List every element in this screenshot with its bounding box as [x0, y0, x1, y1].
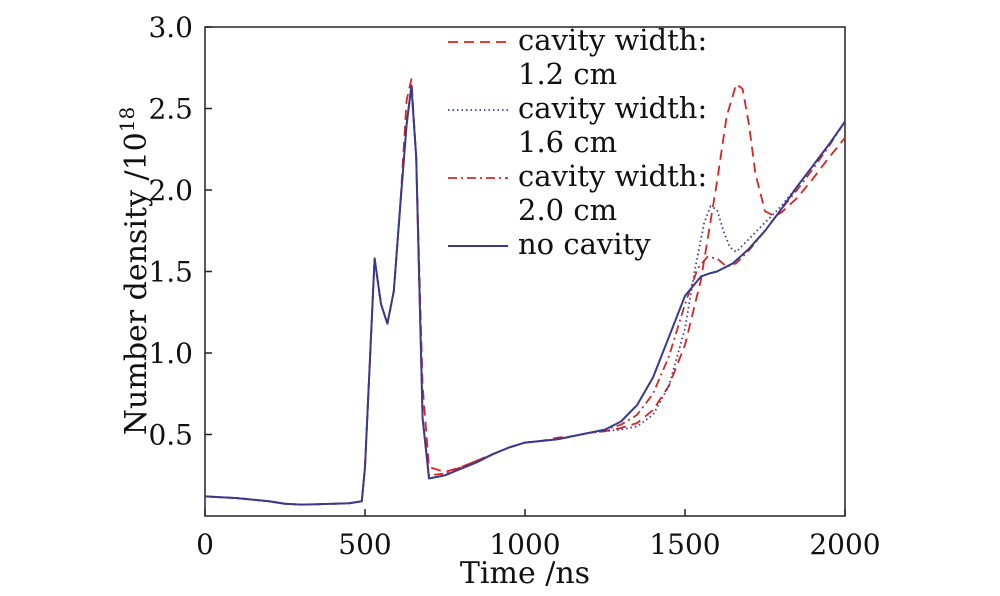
- y-axis-ticks: 0.5 1.0 1.5 2.0 2.5 3.0: [148, 11, 212, 452]
- legend-label: cavity width:: [518, 159, 707, 193]
- y-axis-label-exponent: 18: [115, 107, 139, 132]
- y-tick-label: 3.0: [148, 11, 193, 44]
- y-tick-label: 1.0: [148, 337, 193, 370]
- legend-label: 2.0 cm: [518, 193, 617, 227]
- legend-label: 1.6 cm: [518, 125, 617, 159]
- y-tick-label: 0.5: [148, 419, 193, 452]
- x-tick-label: 2000: [809, 528, 880, 561]
- x-tick-label: 1500: [649, 528, 720, 561]
- x-tick-label: 500: [338, 528, 391, 561]
- x-axis-ticks: 0 500 1000 1500 2000: [196, 509, 881, 561]
- y-tick-label: 2.0: [148, 174, 193, 207]
- x-tick-label: 0: [196, 528, 214, 561]
- legend-label: cavity width:: [518, 23, 707, 57]
- svg-text:Number density /1018: Number density /1018: [115, 107, 154, 435]
- y-axis-label-main: Number density /10: [119, 132, 154, 435]
- legend-label: 1.2 cm: [518, 57, 617, 91]
- line-chart: 0 500 1000 1500 2000 0.51.01.52.02.53.0 Time…: [0, 0, 1000, 596]
- legend-label: cavity width:: [518, 91, 707, 125]
- x-axis-label: Time /ns: [460, 556, 590, 591]
- y-tick-label: 1.5: [148, 256, 193, 289]
- y-axis-label: Number density /1018: [115, 107, 154, 435]
- y-tick-label: 2.5: [148, 93, 193, 126]
- legend-label: no cavity: [518, 227, 651, 261]
